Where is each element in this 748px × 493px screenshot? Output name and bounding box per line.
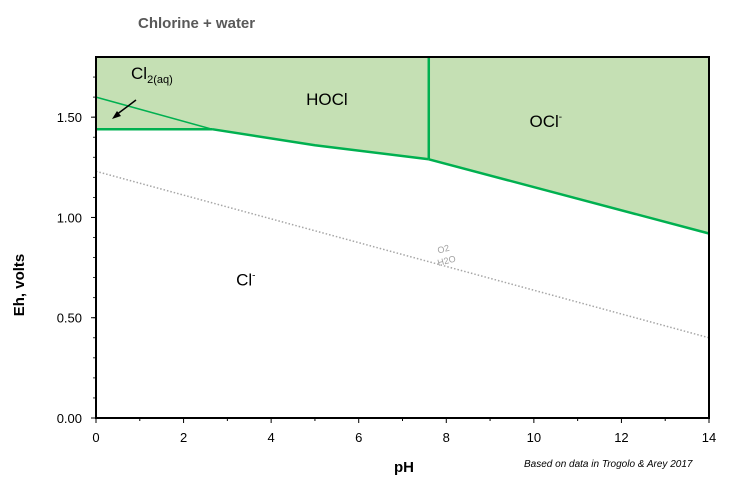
region-label-cl2: Cl2(aq) — [131, 64, 173, 86]
boundary-ocl-cl — [428, 158, 710, 235]
water-stability-line — [95, 170, 710, 339]
x-tick-label: 0 — [92, 430, 99, 445]
data-credit: Based on data in Trogolo & Arey 2017 — [524, 459, 693, 470]
oxidized-species-field — [96, 57, 709, 234]
x-tick-label: 6 — [355, 430, 362, 445]
cl2-arrowhead — [112, 111, 121, 119]
water-label-o2: O2 — [436, 243, 450, 256]
x-tick-label: 2 — [180, 430, 187, 445]
y-tick-label: 1.00 — [57, 210, 82, 225]
x-tick-label: 14 — [702, 430, 716, 445]
water-label-h2o: H2O — [436, 254, 456, 268]
y-axis: 0.00 0.50 1.00 1.50 — [57, 76, 96, 426]
y-tick-label: 0.00 — [57, 411, 82, 426]
x-tick-label: 10 — [527, 430, 541, 445]
x-axis-title: pH — [394, 459, 414, 476]
y-tick-label: 0.50 — [57, 311, 82, 326]
y-tick-label: 1.50 — [57, 110, 82, 125]
x-tick-label: 12 — [614, 430, 628, 445]
x-tick-label: 8 — [443, 430, 450, 445]
x-tick-label: 4 — [268, 430, 275, 445]
region-label-hocl: HOCl — [306, 90, 348, 109]
x-axis: 0 2 4 6 8 10 12 14 — [92, 418, 716, 445]
y-axis-title: Eh, volts — [11, 254, 28, 317]
boundary-hocl-cl — [211, 127, 429, 161]
boundary-cl2-hocl — [95, 96, 213, 130]
chart-title: Chlorine + water — [138, 15, 255, 32]
cl2-pointer-arrow — [115, 99, 137, 116]
region-label-cl: Cl- — [236, 271, 255, 290]
region-label-ocl: OCl- — [529, 112, 562, 131]
